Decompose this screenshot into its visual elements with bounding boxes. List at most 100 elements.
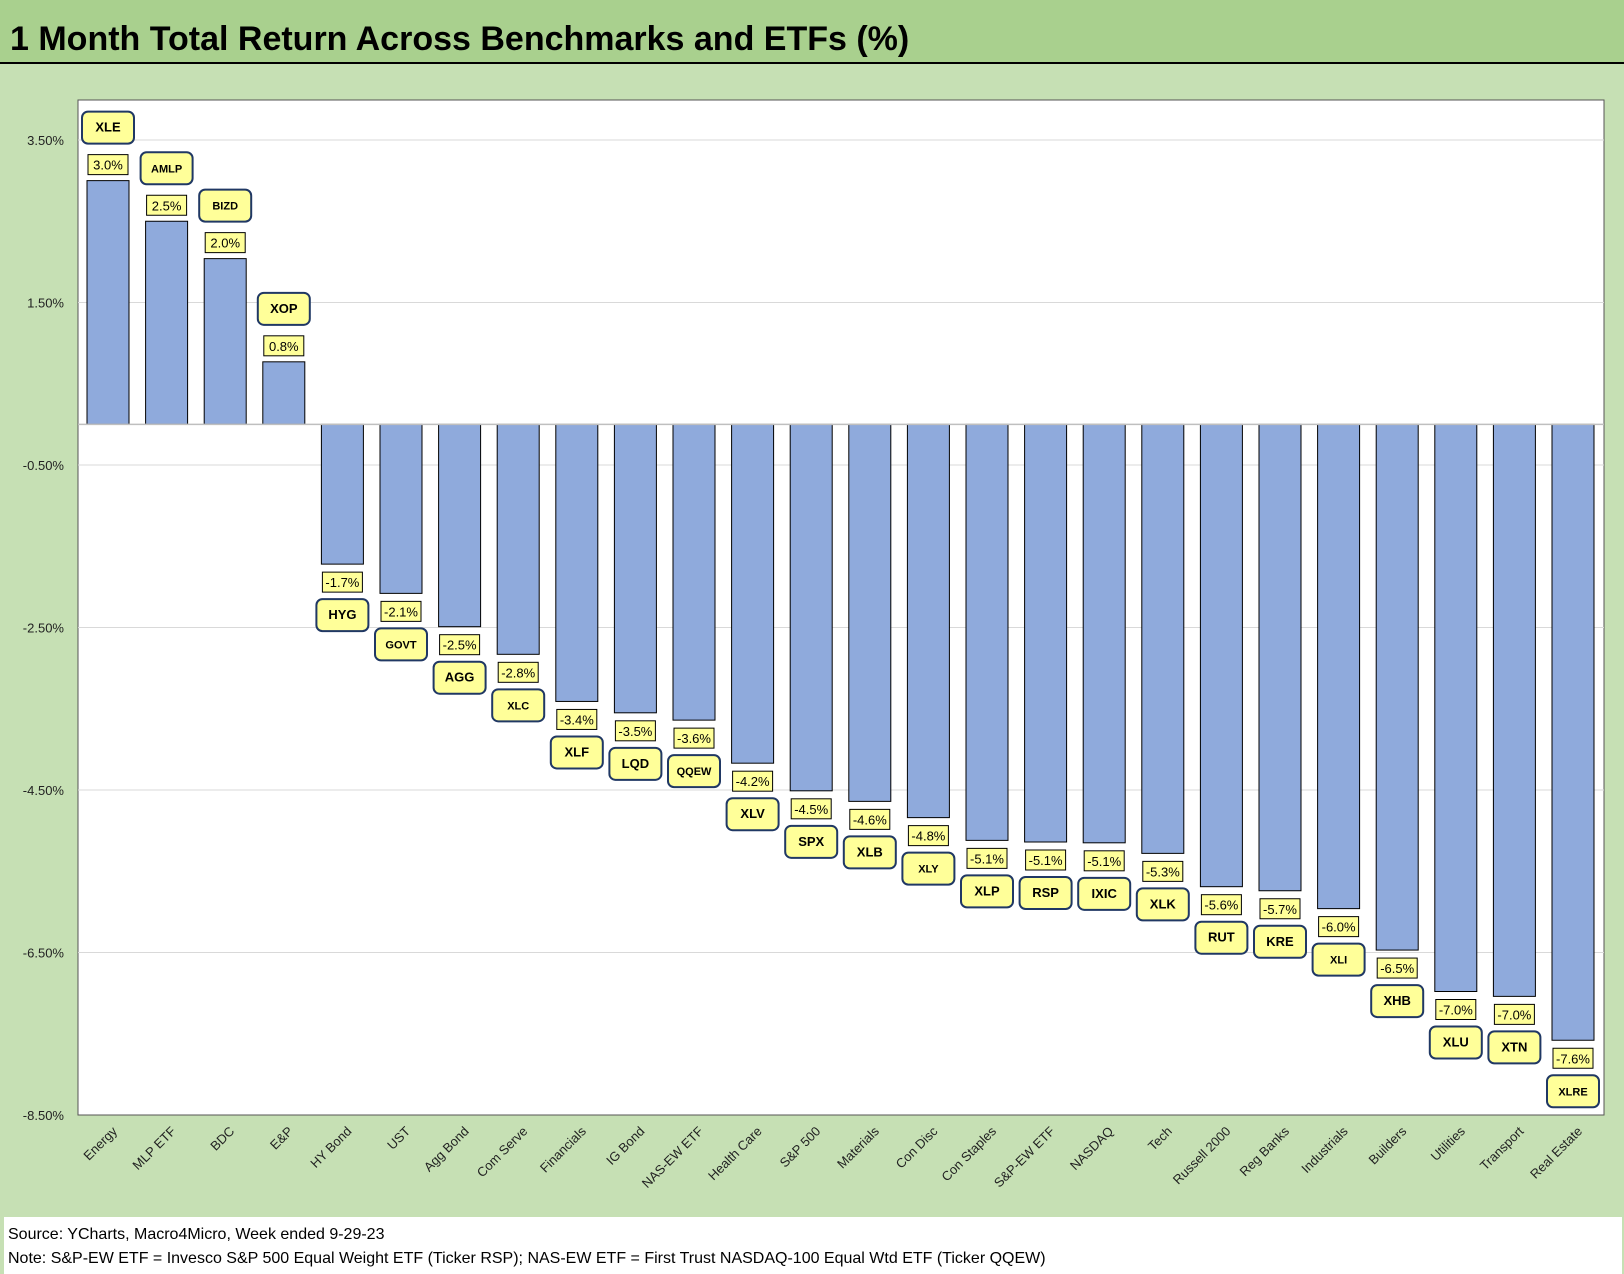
ticker-label-box (1253, 924, 1307, 959)
value-label-box (673, 727, 715, 749)
ticker-label-box (1077, 876, 1132, 911)
category-label: Financials (537, 1123, 589, 1175)
ticker-label-box (1487, 1030, 1542, 1065)
ticker-label-xlu: XLU (1443, 1035, 1469, 1050)
ticker-label-xlp: XLP (974, 883, 1000, 898)
bar-xlf (555, 423, 599, 702)
bar-xlc (496, 423, 540, 655)
definition-note: Note: S&P-EW ETF = Invesco S&P 500 Equal… (8, 1250, 1046, 1267)
y-tick-label: -6.50% (23, 946, 65, 961)
category-label: E&P (267, 1124, 296, 1153)
value-label: -1.7% (325, 575, 359, 590)
category-label: Con Disc (893, 1123, 941, 1171)
value-label: -7.6% (1556, 1051, 1590, 1066)
category-label: UST (384, 1123, 413, 1152)
value-label: -2.8% (501, 665, 535, 680)
value-label: -7.0% (1439, 1003, 1473, 1018)
value-label-box (1493, 1003, 1535, 1025)
ticker-label-spx: SPX (798, 834, 824, 849)
category-label: NAS-EW ETF (639, 1123, 706, 1190)
y-tick-label: -2.50% (23, 621, 65, 636)
value-label-box (380, 600, 422, 622)
category-label: S&P-EW ETF (991, 1123, 1058, 1190)
value-label-box (790, 798, 832, 820)
category-label: NASDAQ (1067, 1124, 1116, 1173)
value-label: -5.7% (1263, 902, 1297, 917)
value-label: -4.6% (853, 812, 887, 827)
bar-ixic (1082, 423, 1126, 844)
ticker-label-box (784, 824, 839, 859)
value-label: 2.0% (210, 236, 240, 251)
ticker-label-xlv: XLV (740, 806, 765, 821)
value-label: -5.1% (1087, 854, 1121, 869)
value-label-box (497, 661, 539, 683)
bar-govt (379, 423, 423, 594)
bar-xtn (1492, 423, 1536, 997)
bar-xlu (1434, 423, 1478, 992)
bar-agg (438, 423, 482, 628)
bar-hyg (320, 423, 364, 565)
value-label-box (732, 770, 774, 792)
ticker-label-lqd: LQD (622, 756, 649, 771)
bar-qqew (672, 423, 716, 721)
category-label: Tech (1145, 1124, 1175, 1154)
value-label-box (1318, 916, 1360, 938)
ticker-label-rsp: RSP (1032, 885, 1059, 900)
plot-area (77, 99, 1605, 1116)
value-label-box (204, 232, 246, 254)
category-label: IG Bond (603, 1124, 647, 1168)
ticker-label-box (1018, 876, 1073, 910)
value-label: -6.0% (1322, 920, 1356, 935)
ticker-label-box (608, 746, 663, 781)
value-label: -4.5% (794, 802, 828, 817)
ticker-label-box (1311, 942, 1366, 977)
value-label-box (1025, 849, 1067, 871)
category-label: Energy (80, 1123, 120, 1163)
value-label: -5.6% (1204, 898, 1238, 913)
category-label: Builders (1366, 1123, 1410, 1167)
ticker-label-box (1370, 984, 1425, 1019)
category-label: Transport (1477, 1123, 1527, 1173)
value-label: -3.5% (618, 724, 652, 739)
ticker-label-box (842, 835, 897, 870)
bar-xlk (1141, 423, 1185, 854)
bar-xli (1317, 423, 1361, 910)
value-label-box (1200, 894, 1242, 916)
bar-amlp (145, 220, 189, 425)
value-label-box (146, 194, 188, 216)
ticker-label-xly: XLY (918, 864, 939, 876)
ticker-label-xlf: XLF (565, 744, 590, 759)
ticker-label-box (725, 797, 780, 832)
value-label: -5.3% (1146, 864, 1180, 879)
y-tick-label: 3.50% (27, 133, 64, 148)
ticker-label-agg: AGG (445, 670, 475, 685)
ticker-label-bizd: BIZD (212, 201, 238, 213)
ticker-label-xle: XLE (95, 120, 121, 135)
y-tick-label: -8.50% (23, 1108, 65, 1123)
ticker-label-kre: KRE (1266, 934, 1294, 949)
chart-title: 1 Month Total Return Across Benchmarks a… (10, 20, 910, 58)
bar-chart: 3.50% 1.50% -0.50% -2.50% -4.50% -6.50% -8.50%… (23, 99, 1605, 1191)
value-label-box (1142, 860, 1184, 882)
value-label: -5.1% (1029, 853, 1063, 868)
ticker-label-box (1194, 920, 1249, 955)
category-label: Agg Bond (421, 1124, 472, 1175)
bar-xlv (731, 423, 775, 764)
value-label-box (966, 847, 1008, 869)
y-tick-label: -4.50% (23, 783, 65, 798)
ticker-label-box (81, 110, 135, 145)
ticker-label-box (960, 874, 1014, 909)
value-label-box (1552, 1047, 1594, 1069)
ticker-label-box (1428, 1025, 1483, 1060)
ticker-label-box (901, 851, 956, 886)
ticker-label-qqew: QQEW (677, 766, 712, 778)
value-label: 2.5% (152, 198, 182, 213)
category-label: S&P 500 (777, 1124, 824, 1171)
value-label: -7.0% (1497, 1007, 1531, 1022)
y-tick-label: -0.50% (23, 458, 65, 473)
category-label: HY Bond (307, 1124, 354, 1171)
value-label-box (1435, 999, 1477, 1020)
ticker-label-box (198, 188, 253, 223)
ticker-label-govt: GOVT (385, 639, 416, 651)
category-label: BDC (207, 1124, 237, 1154)
